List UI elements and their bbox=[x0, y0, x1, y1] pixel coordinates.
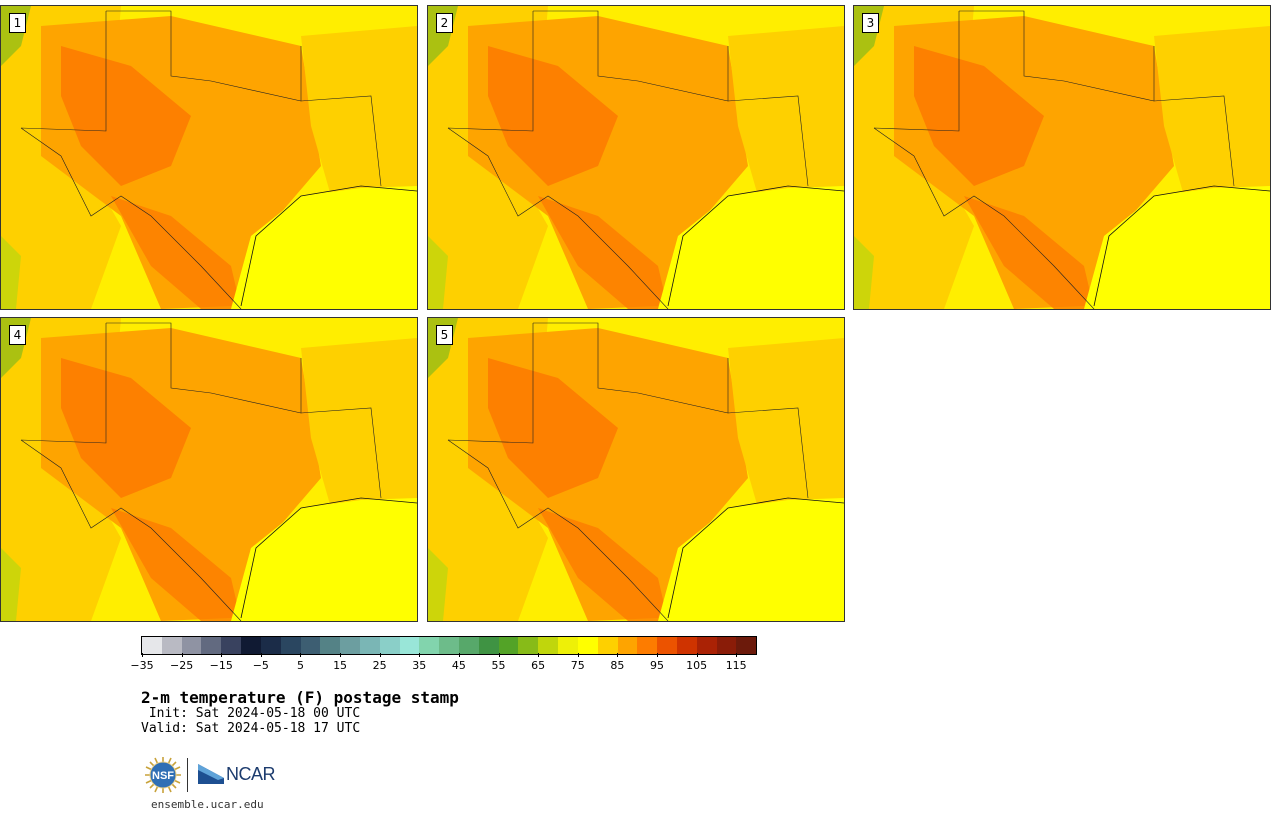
colorbar-tick bbox=[260, 653, 262, 657]
colorbar-segment bbox=[577, 637, 598, 654]
colorbar-tick-label: −35 bbox=[130, 659, 154, 672]
ncar-logo: NCAR bbox=[198, 762, 276, 786]
colorbar-segment bbox=[518, 637, 539, 654]
colorbar-segment bbox=[558, 637, 578, 654]
product-title: 2-m temperature (F) postage stamp bbox=[141, 688, 459, 707]
ncar-logo-text: NCAR bbox=[226, 763, 276, 784]
colorbar-tick bbox=[617, 653, 619, 657]
member-number-label: 2 bbox=[436, 13, 453, 33]
colorbar-tick bbox=[300, 653, 302, 657]
nsf-logo-text: NSF bbox=[152, 770, 174, 782]
temperature-map-5 bbox=[428, 318, 844, 621]
colorbar-tick-label: 115 bbox=[725, 659, 747, 672]
init-time: Init: Sat 2024-05-18 00 UTC bbox=[141, 706, 361, 721]
colorbar-segment bbox=[161, 637, 182, 654]
temperature-map-3 bbox=[854, 6, 1270, 309]
temperature-map-1 bbox=[1, 6, 417, 309]
colorbar-segment bbox=[201, 637, 222, 654]
logo-divider bbox=[187, 758, 188, 792]
colorbar-tick-label: −15 bbox=[209, 659, 233, 672]
colorbar-segment bbox=[419, 637, 440, 654]
colorbar-segment bbox=[498, 637, 519, 654]
website-url: ensemble.ucar.edu bbox=[151, 798, 264, 811]
colorbar-segment bbox=[340, 637, 360, 654]
colorbar-segment bbox=[320, 637, 341, 654]
colorbar-tick bbox=[340, 653, 342, 657]
temperature-map-2 bbox=[428, 6, 844, 309]
colorbar-segment bbox=[359, 637, 380, 654]
valid-time: Valid: Sat 2024-05-18 17 UTC bbox=[141, 721, 361, 736]
colorbar-tick bbox=[221, 653, 223, 657]
colorbar-segment bbox=[459, 637, 479, 654]
colorbar-tick-label: 95 bbox=[649, 659, 664, 672]
colorbar-segment bbox=[637, 637, 658, 654]
colorbar-tick bbox=[419, 653, 421, 657]
colorbar-tick-label: 55 bbox=[491, 659, 506, 672]
colorbar-tick-label: 105 bbox=[686, 659, 708, 672]
colorbar-tick-label: −25 bbox=[170, 659, 194, 672]
colorbar-segment bbox=[260, 637, 281, 654]
member-number-label: 3 bbox=[862, 13, 879, 33]
colorbar-tick-label: 35 bbox=[412, 659, 427, 672]
colorbar-segment bbox=[676, 637, 697, 654]
member-number-label: 4 bbox=[9, 325, 26, 345]
colorbar-tick bbox=[181, 653, 183, 657]
colorbar-segment bbox=[657, 637, 677, 654]
member-number-label: 5 bbox=[436, 325, 453, 345]
colorbar-tick-label: 15 bbox=[333, 659, 348, 672]
colorbar-segment bbox=[538, 637, 559, 654]
member-panel-1: 1 bbox=[0, 5, 418, 310]
colorbar-tick bbox=[379, 653, 381, 657]
colorbar-tick-label: 45 bbox=[451, 659, 466, 672]
colorbar-segment bbox=[736, 637, 757, 654]
colorbar-tick bbox=[498, 653, 500, 657]
colorbar-segment bbox=[221, 637, 242, 654]
colorbar-segment bbox=[280, 637, 301, 654]
colorbar-segment bbox=[300, 637, 321, 654]
colorbar-segment bbox=[716, 637, 737, 654]
member-panel-5: 5 bbox=[427, 317, 845, 622]
colorbar-tick-label: 5 bbox=[296, 659, 304, 672]
colorbar-tick bbox=[458, 653, 460, 657]
colorbar-segment bbox=[142, 637, 162, 654]
member-panel-2: 2 bbox=[427, 5, 845, 310]
nsf-logo: NSF bbox=[145, 757, 181, 793]
member-number-label: 1 bbox=[9, 13, 26, 33]
colorbar-segment bbox=[241, 637, 261, 654]
colorbar-tick-label: 25 bbox=[372, 659, 387, 672]
colorbar-tick bbox=[656, 653, 658, 657]
colorbar-tick-label: −5 bbox=[252, 659, 269, 672]
colorbar-tick-label: 85 bbox=[610, 659, 625, 672]
colorbar-segment bbox=[439, 637, 459, 654]
colorbar-tick bbox=[142, 653, 143, 657]
member-panel-3: 3 bbox=[853, 5, 1271, 310]
colorbar-segment bbox=[617, 637, 638, 654]
temperature-map-4 bbox=[1, 318, 417, 621]
temperature-colorbar bbox=[141, 636, 757, 655]
colorbar-segment bbox=[181, 637, 202, 654]
colorbar-segment bbox=[379, 637, 400, 654]
member-panel-4: 4 bbox=[0, 317, 418, 622]
colorbar-ticks: −35 −25 −15 −5 5 15 25 35 45 55 65 75 85 95 105 115 bbox=[130, 653, 757, 673]
colorbar-tick bbox=[538, 653, 540, 657]
colorbar-segment bbox=[478, 637, 499, 654]
colorbar-segment bbox=[597, 637, 618, 654]
colorbar-tick-label: 65 bbox=[531, 659, 546, 672]
colorbar-segment bbox=[696, 637, 717, 654]
colorbar-tick bbox=[696, 653, 698, 657]
colorbar-tick bbox=[736, 653, 738, 657]
colorbar-tick bbox=[577, 653, 579, 657]
ncar-mark-icon bbox=[198, 764, 224, 784]
colorbar-tick-label: 75 bbox=[570, 659, 585, 672]
colorbar-segment bbox=[399, 637, 420, 654]
